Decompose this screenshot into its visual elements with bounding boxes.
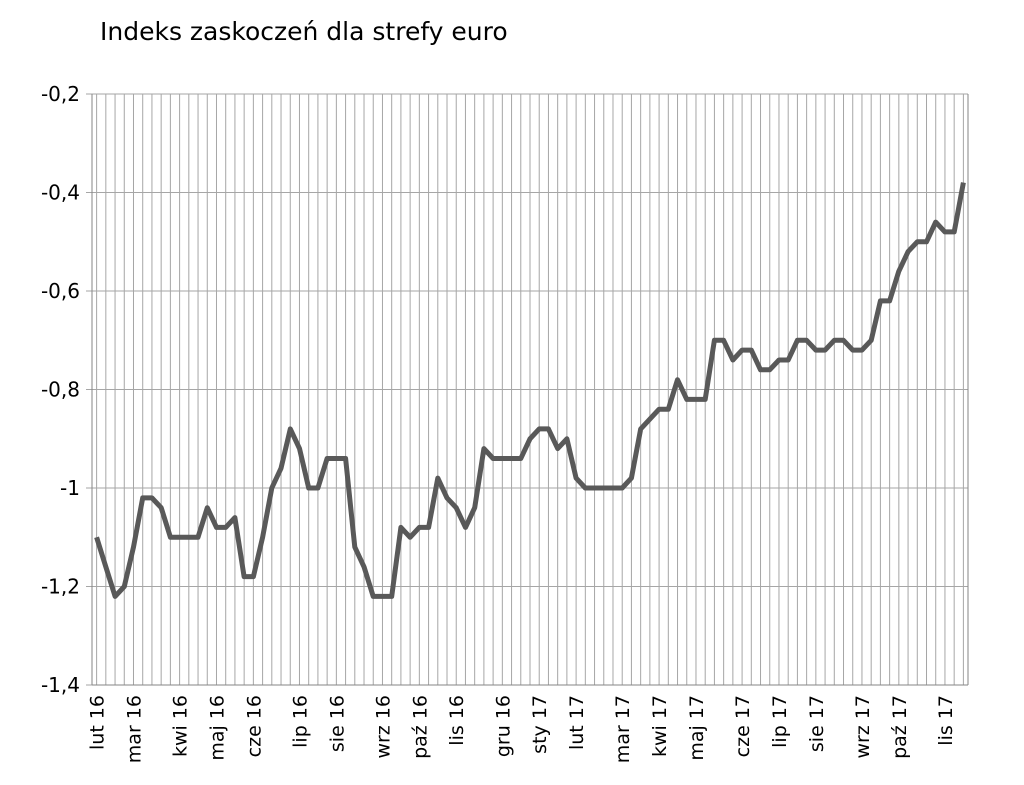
y-tick-label: -0,8 bbox=[41, 378, 80, 402]
x-tick-label: lut 16 bbox=[87, 695, 109, 750]
y-tick-label: -0,4 bbox=[41, 181, 80, 205]
x-tick-label: cze 17 bbox=[732, 695, 754, 757]
y-tick-label: -1,4 bbox=[41, 673, 80, 697]
chart-title: Indeks zaskoczeń dla strefy euro bbox=[100, 17, 508, 46]
data-line bbox=[94, 182, 966, 599]
x-tick-label: sty 17 bbox=[529, 695, 551, 754]
x-tick-label: kwi 16 bbox=[170, 695, 192, 757]
x-tick-label: sie 16 bbox=[326, 695, 348, 752]
x-tick-label: maj 16 bbox=[206, 695, 228, 761]
x-tick-label: lip 17 bbox=[769, 695, 791, 748]
x-tick-label: kwi 17 bbox=[649, 695, 671, 757]
x-tick-label: cze 16 bbox=[243, 695, 265, 757]
x-tick-label: mar 16 bbox=[123, 695, 145, 763]
y-tick-label: -1 bbox=[60, 476, 80, 500]
x-tick-label: lis 16 bbox=[446, 695, 468, 746]
x-tick-label: paź 16 bbox=[409, 695, 431, 759]
x-tick-label: lut 17 bbox=[566, 695, 588, 750]
y-tick-label: -0,2 bbox=[41, 82, 80, 106]
x-tick-label: lis 17 bbox=[935, 695, 957, 746]
x-tick-label: mar 17 bbox=[612, 695, 634, 763]
x-tick-label: gru 16 bbox=[492, 695, 514, 757]
x-tick-label: wrz 17 bbox=[852, 695, 874, 759]
x-tick-label: lip 16 bbox=[289, 695, 311, 748]
x-tick-label: sie 17 bbox=[806, 695, 828, 752]
y-tick-label: -1,2 bbox=[41, 575, 80, 599]
x-tick-label: paź 17 bbox=[889, 695, 911, 759]
x-tick-label: maj 17 bbox=[686, 695, 708, 761]
y-tick-label: -0,6 bbox=[41, 279, 80, 303]
x-tick-label: wrz 16 bbox=[372, 695, 394, 759]
